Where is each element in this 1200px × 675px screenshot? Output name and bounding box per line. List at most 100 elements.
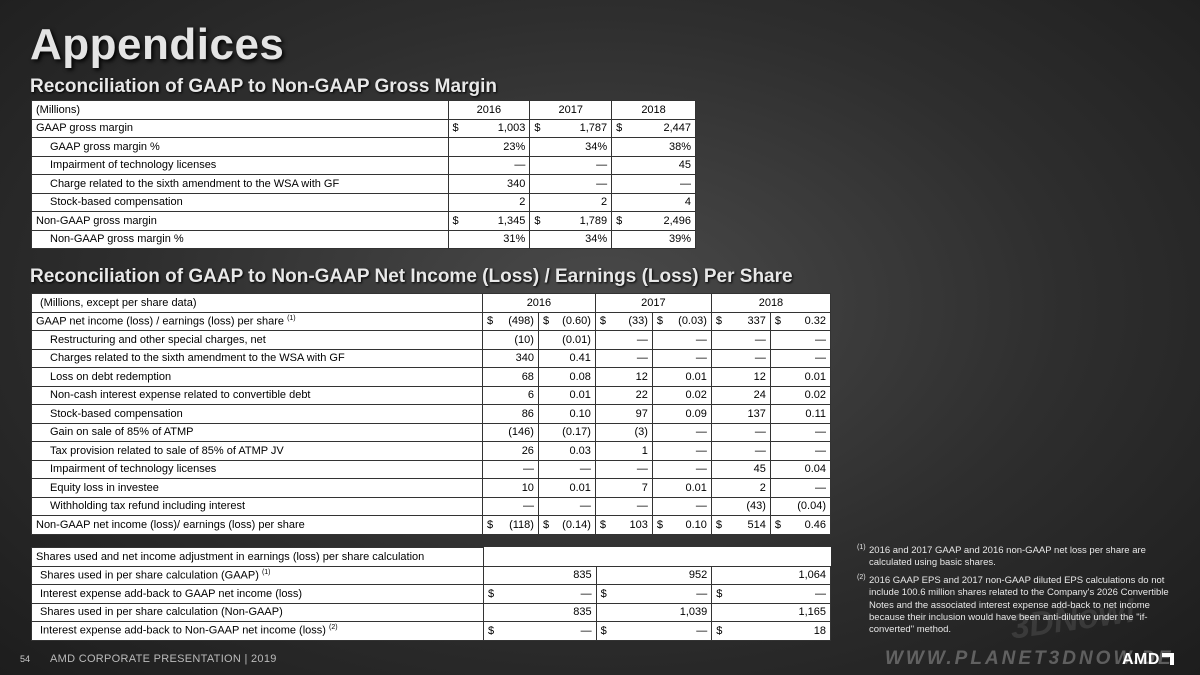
dollar-sign [710, 459, 723, 479]
value-cell: — [781, 348, 832, 368]
value-cell: — [663, 348, 712, 368]
row-label-text: Charges related to the sixth amendment t… [50, 352, 345, 365]
row-label: Non-GAAP net income (loss)/ earnings (lo… [31, 515, 483, 535]
dollar-sign: $ [529, 118, 542, 138]
table-row: Interest expense add-back to Non-GAAP ne… [30, 621, 831, 641]
amd-arrow-icon [1161, 653, 1174, 665]
dollar-sign [710, 422, 723, 442]
row-label: Charge related to the sixth amendment to… [31, 174, 449, 194]
table-row: Equity loss in investee 10 0.01 7 0.01 2 — [31, 478, 832, 498]
value-cell: 18 [722, 621, 831, 641]
table-header-row: Shares used and net income adjustment in… [30, 547, 831, 567]
value-cell: 22 [606, 385, 653, 405]
value-cell: — [606, 459, 653, 479]
dollar-sign [595, 565, 607, 585]
dollar-sign [529, 229, 542, 249]
value-cell: 45 [722, 459, 771, 479]
dollar-sign: $ [537, 515, 550, 535]
table-row: Shares used in per share calculation (No… [30, 602, 831, 622]
dollar-sign: $ [481, 515, 494, 535]
dollar-sign: $ [711, 584, 723, 604]
dollar-sign [481, 478, 494, 498]
dollar-sign [769, 367, 782, 387]
value-cell: (33) [606, 311, 653, 331]
value-cell: 1,003 [459, 118, 531, 138]
dollar-sign [537, 367, 550, 387]
empty-cell [712, 548, 723, 567]
table-row: Shares used in per share calculation (GA… [30, 565, 831, 585]
row-label: Loss on debt redemption [31, 367, 483, 387]
value-cell: — [722, 348, 771, 368]
dollar-sign [710, 496, 723, 516]
dollar-sign [710, 385, 723, 405]
dollar-sign [447, 174, 460, 194]
table-row: Non-GAAP gross margin % 31% 34% 39% [31, 229, 696, 249]
value-cell: 340 [493, 348, 539, 368]
header-cell: (Millions, except per share data) [31, 293, 483, 313]
row-label: Interest expense add-back to GAAP net in… [30, 584, 485, 604]
row-label-text: Interest expense add-back to Non-GAAP ne… [40, 625, 326, 638]
row-label-text: Restructuring and other special charges,… [50, 333, 266, 346]
dollar-sign [594, 422, 607, 442]
empty-cell [494, 548, 596, 567]
row-label-text: Withholding tax refund including interes… [50, 500, 246, 513]
row-label-text: Shares used in per share calculation (No… [40, 606, 283, 619]
value-cell: (0.03) [663, 311, 712, 331]
value-cell: 1,039 [606, 602, 713, 622]
dollar-sign [769, 496, 782, 516]
row-label-text: Tax provision related to sale of 85% of … [50, 444, 284, 457]
value-cell: 0.46 [781, 515, 832, 535]
dollar-sign [769, 478, 782, 498]
dollar-sign [651, 348, 664, 368]
dollar-sign [481, 348, 494, 368]
dollar-sign: $ [651, 515, 664, 535]
footer: 54 AMD CORPORATE PRESENTATION | 2019 [0, 648, 1200, 675]
value-cell: — [606, 496, 653, 516]
dollar-sign [481, 422, 494, 442]
dollar-sign [537, 330, 550, 350]
dollar-sign: $ [537, 311, 550, 331]
value-cell: 39% [623, 229, 696, 249]
row-label: Impairment of technology licenses [31, 459, 483, 479]
value-cell: (3) [606, 422, 653, 442]
row-label: Stock-based compensation [31, 192, 449, 212]
value-cell: 34% [541, 137, 613, 157]
header-cell: 2017 [529, 100, 613, 120]
row-label-text: Stock-based compensation [50, 407, 183, 420]
footnote-mark: (1) [287, 314, 296, 322]
row-label-text: Loss on debt redemption [50, 370, 172, 383]
value-cell: — [494, 621, 597, 641]
dollar-sign [481, 330, 494, 350]
dollar-sign [651, 385, 664, 405]
value-cell: 0.11 [781, 404, 832, 424]
value-cell: 31% [459, 229, 531, 249]
row-label-text: GAAP net income (loss) / earnings (loss)… [36, 315, 285, 328]
value-cell: 7 [606, 478, 653, 498]
dollar-sign [594, 367, 607, 387]
dollar-sign [651, 496, 664, 516]
value-cell: — [722, 441, 771, 461]
row-label-text: Shares used in per share calculation (GA… [40, 569, 259, 582]
value-cell: — [781, 422, 832, 442]
value-cell: — [541, 174, 613, 194]
dollar-sign [595, 602, 607, 622]
dollar-sign: $ [483, 621, 495, 641]
net-income-section-title: Reconciliation of GAAP to Non-GAAP Net I… [30, 266, 793, 287]
footnote-2: (2) 2016 GAAP EPS and 2017 non-GAAP dilu… [857, 574, 1169, 635]
dollar-sign: $ [483, 584, 495, 604]
value-cell: — [606, 584, 713, 604]
value-cell: 34% [541, 229, 613, 249]
value-cell: (0.14) [549, 515, 596, 535]
value-cell: 952 [606, 565, 713, 585]
table-row: Withholding tax refund including interes… [31, 496, 832, 516]
page-number: 54 [20, 654, 31, 664]
dollar-sign [651, 330, 664, 350]
value-cell: 23% [459, 137, 531, 157]
dollar-sign [710, 478, 723, 498]
footnote-mark: (2) [329, 624, 338, 632]
value-cell: — [663, 422, 712, 442]
shares-table: Shares used and net income adjustment in… [30, 547, 831, 641]
dollar-sign [594, 478, 607, 498]
footer-text: AMD CORPORATE PRESENTATION | 2019 [50, 653, 277, 665]
table-row: Charges related to the sixth amendment t… [31, 348, 832, 368]
